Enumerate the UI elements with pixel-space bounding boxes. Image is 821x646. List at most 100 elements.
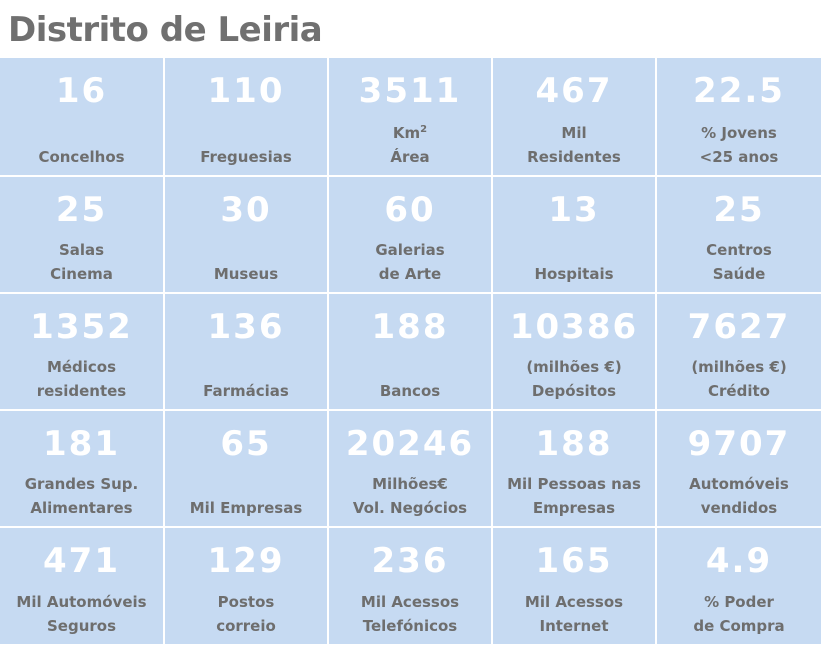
- stat-label-line2: Museus: [213, 265, 279, 283]
- stat-value: 181: [43, 424, 120, 464]
- stat-label-line1: Médicos: [46, 358, 117, 376]
- stat-label-line2: Freguesias: [200, 148, 292, 166]
- stat-label: Mil Acessos Internet: [493, 590, 655, 638]
- stat-cell-acessos-internet: 165 Mil Acessos Internet: [493, 528, 657, 646]
- stat-unit-superscript: 2: [420, 124, 428, 135]
- stat-label: Mil Pessoas nas Empresas: [493, 472, 655, 520]
- stat-value: 236: [371, 541, 449, 581]
- stat-value: 165: [535, 541, 613, 581]
- stat-label-line2: Alimentares: [30, 499, 133, 517]
- stat-label-line1: Automóveis: [689, 475, 789, 493]
- stat-label: Km2 Área: [329, 121, 491, 169]
- stat-label: Galerias de Arte: [329, 238, 491, 286]
- stat-label-line1: (milhões €): [526, 358, 622, 376]
- stat-label: Mil Residentes: [493, 121, 655, 169]
- stat-label-line2: Vol. Negócios: [352, 499, 468, 517]
- stat-value: 136: [207, 307, 285, 347]
- stat-value: 16: [55, 71, 108, 111]
- stat-value: 129: [207, 541, 285, 581]
- stat-label: Freguesias: [165, 121, 327, 169]
- stat-label-line1: Milhões€: [372, 475, 448, 493]
- page-title: Distrito de Leiria: [8, 10, 323, 50]
- stat-value: 188: [371, 307, 449, 347]
- stat-value: 25: [55, 190, 108, 230]
- stat-cell-galerias: 60 Galerias de Arte: [329, 177, 493, 294]
- stat-cell-acessos-telefonicos: 236 Mil Acessos Telefónicos: [329, 528, 493, 646]
- stat-label: Concelhos: [0, 121, 163, 169]
- stat-label-line2: Telefónicos: [362, 617, 458, 635]
- stat-label-line1: % Jovens: [701, 124, 777, 142]
- stat-label-line2: Cinema: [50, 265, 113, 283]
- stat-label-line1: [165, 472, 327, 496]
- stat-cell-vol-negocios: 20246 Milhões€ Vol. Negócios: [329, 411, 493, 528]
- stat-label-line1: Mil Pessoas nas: [507, 475, 641, 493]
- stat-cell-automoveis-vendidos: 9707 Automóveis vendidos: [657, 411, 821, 528]
- stat-label-line1: (milhões €): [691, 358, 787, 376]
- stat-label-line1: Mil Acessos: [524, 593, 624, 611]
- stat-label: Salas Cinema: [0, 238, 163, 286]
- stat-value: 10386: [509, 307, 639, 347]
- stat-cell-concelhos: 16 Concelhos: [0, 58, 165, 177]
- stat-label-line1: Centros: [706, 241, 772, 259]
- stat-value: 60: [384, 190, 436, 230]
- stat-label-line2: Hospitais: [534, 265, 614, 283]
- stat-cell-medicos: 1352 Médicos residentes: [0, 294, 165, 411]
- stat-cell-residentes: 467 Mil Residentes: [493, 58, 657, 177]
- stat-value: 4.9: [705, 541, 773, 581]
- stat-label-line2: vendidos: [700, 499, 778, 517]
- stat-cell-poder-compra: 4.9 % Poder de Compra: [657, 528, 821, 646]
- stat-label: Grandes Sup. Alimentares: [0, 472, 163, 520]
- stat-label-line2: Área: [390, 148, 430, 166]
- stat-value: 467: [535, 71, 613, 111]
- stat-label-line2: residentes: [36, 382, 127, 400]
- stat-label: % Poder de Compra: [657, 590, 821, 638]
- stat-cell-farmacias: 136 Farmácias: [165, 294, 329, 411]
- stat-label: Mil Automóveis Seguros: [0, 590, 163, 638]
- stat-cell-automoveis-seguros: 471 Mil Automóveis Seguros: [0, 528, 165, 646]
- stats-grid: 16 Concelhos 110 Freguesias 3511 Km2 Áre…: [0, 58, 821, 646]
- stat-label: % Jovens <25 anos: [657, 121, 821, 169]
- stat-value: 25: [713, 190, 765, 230]
- stat-label: Centros Saúde: [657, 238, 821, 286]
- stat-cell-bancos: 188 Bancos: [329, 294, 493, 411]
- stat-label: Hospitais: [493, 238, 655, 286]
- stat-value: 22.5: [693, 71, 785, 111]
- stat-label-line2: de Compra: [693, 617, 785, 635]
- stat-value: 7627: [687, 307, 791, 347]
- stat-cell-centros-saude: 25 Centros Saúde: [657, 177, 821, 294]
- stat-label-line2: Empresas: [532, 499, 616, 517]
- stat-value: 20246: [345, 424, 475, 464]
- stat-value: 188: [535, 424, 613, 464]
- stat-label-line1: Mil Acessos: [360, 593, 460, 611]
- stat-label: Postos correio: [165, 590, 327, 638]
- stat-label: (milhões €) Crédito: [657, 355, 821, 403]
- stat-label: Milhões€ Vol. Negócios: [329, 472, 491, 520]
- stat-label: (milhões €) Depósitos: [493, 355, 655, 403]
- stat-label: Museus: [165, 238, 327, 286]
- stat-label-line2: Crédito: [708, 382, 770, 400]
- stat-label-line2: Depósitos: [531, 382, 617, 400]
- stat-label: Bancos: [329, 355, 491, 403]
- stat-cell-jovens: 22.5 % Jovens <25 anos: [657, 58, 821, 177]
- stat-unit: Km: [392, 124, 421, 142]
- stat-label-line1: Grandes Sup.: [24, 475, 139, 493]
- stat-label-line2: Residentes: [527, 148, 621, 166]
- stat-label-line2: Saúde: [712, 265, 766, 283]
- stat-cell-hospitais: 13 Hospitais: [493, 177, 657, 294]
- stat-value: 1352: [30, 307, 133, 347]
- stat-label-line2: Bancos: [379, 382, 441, 400]
- stat-cell-salas-cinema: 25 Salas Cinema: [0, 177, 165, 294]
- stat-label-line2: Farmácias: [203, 382, 289, 400]
- stat-value: 3511: [358, 71, 462, 111]
- stat-value: 110: [207, 71, 285, 111]
- stat-label-line1: [493, 238, 655, 262]
- stat-label-line1: [165, 121, 327, 145]
- stat-label: Médicos residentes: [0, 355, 163, 403]
- stat-label-line2: Concelhos: [38, 148, 125, 166]
- stat-cell-museus: 30 Museus: [165, 177, 329, 294]
- stat-label: Automóveis vendidos: [657, 472, 821, 520]
- stat-label: Farmácias: [165, 355, 327, 403]
- stat-cell-grandes-sup: 181 Grandes Sup. Alimentares: [0, 411, 165, 528]
- stat-value: 9707: [687, 424, 791, 464]
- stat-label-line1: Mil Automóveis: [16, 593, 147, 611]
